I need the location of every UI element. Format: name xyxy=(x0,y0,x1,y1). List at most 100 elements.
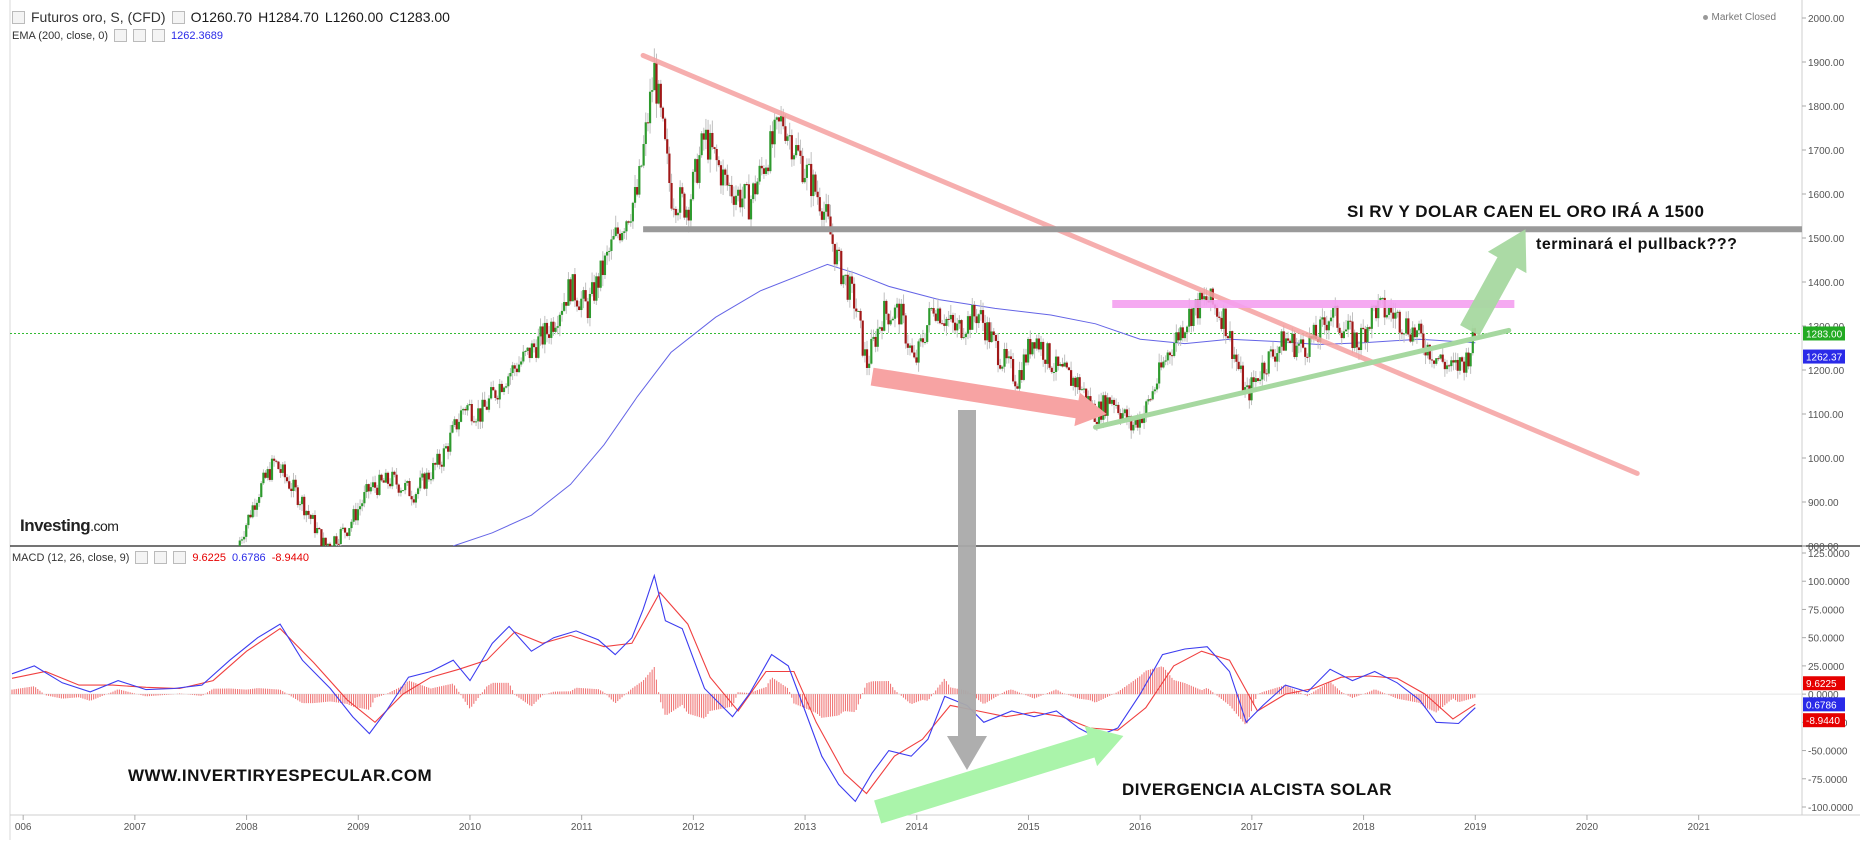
candle-body xyxy=(292,479,295,492)
candle-body xyxy=(584,290,587,302)
macd-label[interactable]: MACD (12, 26, close, 9) xyxy=(12,551,130,564)
candle-body xyxy=(258,497,261,503)
low-value: L1260.00 xyxy=(324,9,384,25)
candle-body xyxy=(509,372,512,377)
candle-body xyxy=(552,321,555,332)
candle-body xyxy=(429,479,433,481)
candle-body xyxy=(447,446,450,452)
candle-body xyxy=(300,496,304,505)
candle-body xyxy=(1289,340,1292,343)
candle-body xyxy=(1203,296,1206,300)
candle-body xyxy=(904,315,907,344)
eye-icon[interactable] xyxy=(135,551,149,564)
candle-body xyxy=(1271,349,1275,357)
candle-body xyxy=(541,326,544,345)
candle-body xyxy=(1445,365,1449,370)
candle-body xyxy=(648,91,652,124)
candle-body xyxy=(1420,323,1423,334)
candle-body xyxy=(296,487,299,505)
candle-body xyxy=(792,155,796,160)
candle-body xyxy=(1168,352,1171,356)
close-icon[interactable] xyxy=(152,29,165,42)
candle-body xyxy=(1297,343,1300,346)
candle-body xyxy=(1336,305,1339,328)
candle-body xyxy=(242,536,246,540)
candle-body xyxy=(500,383,503,392)
candle-body xyxy=(870,338,873,364)
candle-body xyxy=(1370,306,1373,329)
candle-body xyxy=(1003,348,1006,367)
candle-body xyxy=(1125,409,1129,422)
candle-body xyxy=(462,408,465,411)
candle-body xyxy=(496,397,499,400)
candle-body xyxy=(1398,311,1401,333)
candle-body xyxy=(1149,399,1152,401)
close-icon[interactable] xyxy=(173,551,187,564)
macd-signal-line xyxy=(11,591,1476,795)
candle-body xyxy=(279,469,282,473)
candle-body xyxy=(698,155,701,183)
candle-body xyxy=(741,198,744,208)
candle-body xyxy=(548,334,551,338)
collapse-icon[interactable] xyxy=(12,10,25,24)
candle-body xyxy=(981,310,985,323)
candle-body xyxy=(895,303,899,308)
candle-body xyxy=(1085,388,1088,403)
candle-body xyxy=(492,387,495,391)
candle-body xyxy=(898,303,901,325)
candle-body xyxy=(352,509,355,522)
candle-body xyxy=(990,331,993,343)
candle-body xyxy=(631,202,634,222)
settings-icon[interactable] xyxy=(154,551,168,564)
candle-body xyxy=(1394,312,1397,319)
candle-body xyxy=(569,279,572,302)
candle-body xyxy=(1037,338,1040,350)
candle-body xyxy=(1166,352,1169,361)
candle-body xyxy=(290,488,293,492)
eye-icon[interactable] xyxy=(114,29,127,42)
candle-body xyxy=(876,328,879,347)
candle-body xyxy=(938,308,942,324)
candle-body xyxy=(283,464,286,478)
candle-body xyxy=(893,307,897,319)
last-price-tag: 1283.00 xyxy=(1806,329,1843,340)
candle-body xyxy=(773,119,776,145)
candle-body xyxy=(724,169,727,175)
candle-body xyxy=(1263,362,1266,374)
candle-body xyxy=(749,199,753,220)
candle-body xyxy=(270,458,274,480)
candle-body xyxy=(962,337,965,339)
candle-body xyxy=(1458,357,1461,371)
candle-body xyxy=(288,481,291,489)
candle-body xyxy=(526,347,529,351)
settings-icon[interactable] xyxy=(133,29,146,42)
ema-label[interactable]: EMA (200, close, 0) xyxy=(12,29,108,42)
candle-body xyxy=(586,301,589,319)
candle-body xyxy=(1413,327,1416,338)
candle-body xyxy=(440,464,443,467)
candle-body xyxy=(1160,362,1163,368)
candle-body xyxy=(880,327,884,331)
candle-body xyxy=(1074,377,1077,388)
candle-body xyxy=(498,383,501,400)
time-tick-label: 2020 xyxy=(1576,822,1599,833)
candle-body xyxy=(442,448,445,467)
candle-body xyxy=(1261,362,1264,380)
candle-body xyxy=(247,514,250,526)
candle-body xyxy=(404,482,407,491)
candle-body xyxy=(532,343,536,348)
candle-body xyxy=(481,399,484,422)
candle-body xyxy=(996,340,1000,366)
candle-body xyxy=(1246,385,1249,388)
symbol-label[interactable]: Futuros oro, S, (CFD) xyxy=(31,9,166,25)
candle-body xyxy=(900,303,903,325)
settings-icon[interactable] xyxy=(171,10,185,24)
macd-signal-value: -8.9440 xyxy=(271,551,309,564)
candle-body xyxy=(1024,354,1028,363)
candle-body xyxy=(1216,308,1219,317)
price-pane xyxy=(10,48,1802,546)
candle-body xyxy=(1031,342,1034,355)
candle-body xyxy=(324,537,327,546)
